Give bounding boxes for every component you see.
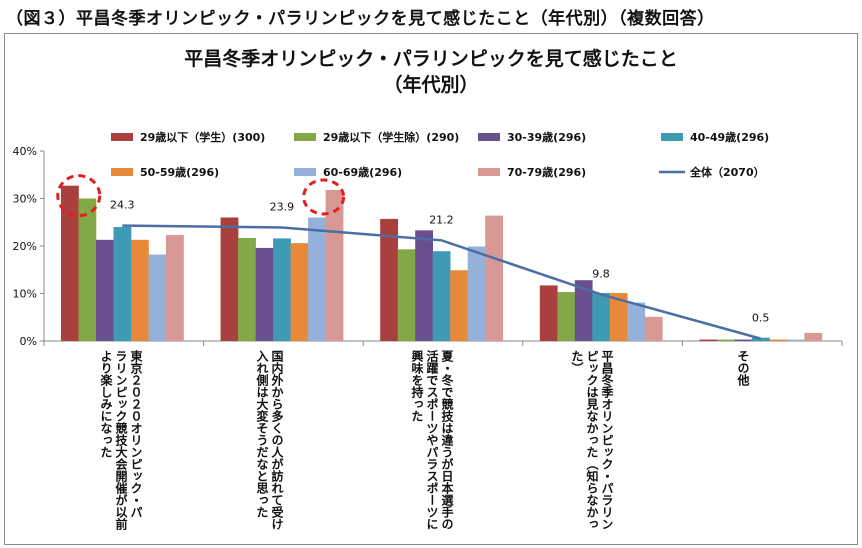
bar-0-5 <box>148 254 167 341</box>
legend-swatch <box>478 133 500 141</box>
y-tick-label: 10% <box>13 288 37 301</box>
legend-label: 60-69歳(296) <box>323 165 402 179</box>
bar-3-2 <box>574 280 593 341</box>
bar-2-5 <box>467 246 486 341</box>
legend-label: 40-49歳(296) <box>690 130 769 144</box>
bar-3-4 <box>609 293 628 341</box>
legend-swatch <box>111 133 133 141</box>
bar-0-4 <box>131 239 149 341</box>
bar-4-3 <box>751 337 770 341</box>
bar-2-0 <box>380 218 398 341</box>
legend-swatch <box>661 133 683 141</box>
legend-label: 30-39歳(296) <box>507 130 586 144</box>
y-tick-label: 20% <box>13 240 37 253</box>
bar-3-5 <box>627 302 646 341</box>
bar-0-3 <box>113 227 132 341</box>
highlight-circle <box>56 174 102 218</box>
bar-3-6 <box>644 316 663 341</box>
bar-3-1 <box>557 292 576 341</box>
bar-1-5 <box>308 217 326 341</box>
bar-0-0 <box>61 185 79 341</box>
total-data-label: 0.5 <box>752 312 770 325</box>
bar-1-6 <box>325 189 344 341</box>
legend-label: 50-59歳(296) <box>140 165 219 179</box>
bar-0-2 <box>96 239 114 341</box>
bar-2-3 <box>432 251 451 341</box>
legend-swatch <box>111 168 133 176</box>
x-category-label: 東京２０２０オリンピック・パ ラリンピック競技大会開催が以前 より楽しみになった <box>99 350 143 530</box>
bar-1-3 <box>273 238 291 341</box>
legend-label: 70-79歳(296) <box>507 165 586 179</box>
legend-label: 全体（2070） <box>689 165 765 179</box>
bar-3-3 <box>592 293 611 341</box>
total-line <box>122 224 761 340</box>
bar-4-0 <box>699 339 718 341</box>
total-data-label: 9.8 <box>592 267 610 280</box>
bar-4-6 <box>804 332 823 341</box>
bar-2-2 <box>415 230 433 341</box>
bar-4-2 <box>734 339 753 341</box>
figure-caption: （図３）平昌冬季オリンピック・パラリンピックを見て感じたこと（年代別）（複数回答… <box>6 9 715 29</box>
legend-label: 29歳以下（学生除）(290) <box>323 130 459 144</box>
x-category-label: 国内外から多くの人が訪れて受け 入れ側は大変そうだなと思った <box>255 350 284 530</box>
chart-title: 平昌冬季オリンピック・パラリンピックを見て感じたこと <box>184 48 678 70</box>
legend-label: 29歳以下（学生）(300) <box>140 130 265 144</box>
y-tick-label: 0% <box>20 335 37 348</box>
legend-swatch <box>294 133 316 141</box>
x-category-label: 夏・冬で競技は違うが日本選手の 活躍でスポーツやパラスポーツに 興味を持った <box>410 350 454 530</box>
chart-subtitle: （年代別） <box>383 74 479 96</box>
bar-2-1 <box>397 249 416 341</box>
bar-2-4 <box>450 270 468 341</box>
bar-3-0 <box>539 285 558 341</box>
y-tick-label: 30% <box>13 193 37 206</box>
total-data-label: 21.2 <box>429 213 454 226</box>
bar-4-1 <box>716 339 735 341</box>
y-tick-label: 40% <box>13 145 37 158</box>
legend-swatch <box>478 168 500 176</box>
bar-1-4 <box>290 243 309 341</box>
total-data-label: 24.3 <box>110 199 135 212</box>
bar-1-1 <box>238 237 256 341</box>
bar-2-6 <box>485 215 503 341</box>
highlight-circle <box>302 178 346 216</box>
bar-0-6 <box>166 235 184 341</box>
bar-1-0 <box>220 217 239 341</box>
bar-4-4 <box>769 339 788 341</box>
bar-4-5 <box>786 339 805 341</box>
bar-1-2 <box>255 247 274 341</box>
legend-swatch <box>294 168 316 176</box>
x-category-label: 平昌冬季オリンピック・パラリン ピックは見なかった（知らなかっ た） <box>570 350 614 530</box>
x-category-label: その他 <box>736 350 750 386</box>
bar-0-1 <box>78 198 97 341</box>
total-data-label: 23.9 <box>270 200 295 213</box>
